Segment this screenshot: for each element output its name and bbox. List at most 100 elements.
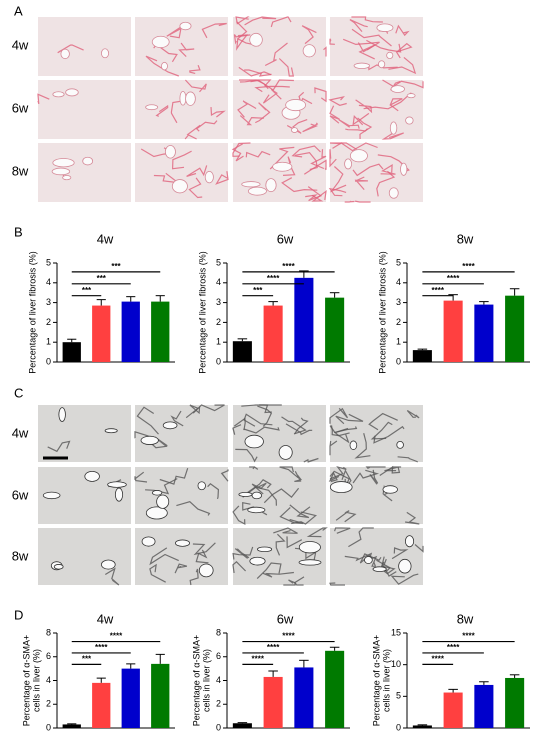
fibrosis-septum xyxy=(395,24,410,37)
fibrosis-septum xyxy=(264,42,288,67)
fibrosis-septum xyxy=(232,505,246,526)
fibrosis-septum xyxy=(333,427,350,444)
y-tick-label: 2 xyxy=(216,317,221,327)
fibrosis-septum xyxy=(259,404,272,414)
vessel xyxy=(249,556,266,566)
fibrosis-septum xyxy=(281,416,307,435)
y-tick-label: 5 xyxy=(216,257,221,267)
fibrosis-septum xyxy=(406,409,420,419)
fibrosis-septum xyxy=(314,87,327,103)
significance-label: **** xyxy=(432,654,445,663)
micrograph xyxy=(38,405,131,462)
fibrosis-septum xyxy=(279,466,299,479)
fibrosis-septum xyxy=(330,425,350,437)
vessel xyxy=(376,23,394,32)
fibrosis-septum xyxy=(395,42,413,59)
y-tick-label: 2 xyxy=(216,699,221,709)
fibrosis-septum xyxy=(382,558,397,577)
y-axis-label: Percentage of liver fibrosis (%) xyxy=(377,251,387,374)
vessel xyxy=(197,481,206,491)
y-tick-label: 4 xyxy=(216,675,221,685)
bar xyxy=(232,341,252,362)
significance-label: *** xyxy=(253,286,263,295)
vessel xyxy=(145,506,168,520)
vessel xyxy=(298,559,322,566)
y-tick-label: 0 xyxy=(46,356,51,366)
vessel xyxy=(151,490,163,496)
fibrosis-septum xyxy=(357,42,376,60)
vessel xyxy=(185,91,196,106)
y-tick-label: 15 xyxy=(391,627,401,637)
y-axis-label: Percentage of liver fibrosis (%) xyxy=(27,251,37,374)
vessel xyxy=(84,470,100,482)
fibrosis-septum xyxy=(302,122,319,133)
bar xyxy=(263,676,283,728)
y-axis-label: cells in liver (%) xyxy=(201,649,211,712)
y-tick-label: 2 xyxy=(46,699,51,709)
fibrosis-septum xyxy=(153,172,181,184)
bar xyxy=(294,277,314,362)
fibrosis-septum xyxy=(146,436,168,449)
micrograph xyxy=(330,17,423,76)
fibrosis-septum xyxy=(363,92,412,110)
vessel xyxy=(396,440,404,449)
y-tick-label: 1 xyxy=(216,337,221,347)
fibrosis-septum xyxy=(348,527,374,548)
fibrosis-septum xyxy=(184,124,201,140)
fibrosis-septum xyxy=(352,163,384,177)
fibrosis-septum xyxy=(382,79,401,91)
chart-title: 8w xyxy=(457,231,474,246)
fibrosis-septum xyxy=(329,440,338,456)
vessel xyxy=(244,434,264,449)
micrograph xyxy=(38,143,131,202)
fibrosis-septum xyxy=(263,487,300,504)
panel-label: D xyxy=(14,607,23,622)
bar xyxy=(325,297,345,362)
vessel xyxy=(285,99,307,112)
significance-label: **** xyxy=(267,643,280,652)
vessel xyxy=(388,187,399,199)
vessel xyxy=(302,44,316,58)
y-tick-label: 1 xyxy=(396,337,401,347)
fibrosis-septum xyxy=(215,171,229,185)
fibrosis-septum xyxy=(344,552,373,562)
bar xyxy=(474,684,494,728)
fibrosis-septum xyxy=(254,85,290,93)
panel-label: C xyxy=(14,385,23,400)
vessel xyxy=(247,506,266,514)
y-axis-label: cells in liver (%) xyxy=(381,649,391,712)
fibrosis-septum xyxy=(244,16,277,26)
fibrosis-septum xyxy=(310,149,327,170)
y-tick-label: 4 xyxy=(216,277,221,287)
fibrosis-septum xyxy=(335,510,357,523)
vessel xyxy=(400,162,408,176)
significance-label: *** xyxy=(82,286,92,295)
fibrosis-septum xyxy=(270,16,292,28)
vessel xyxy=(249,32,263,47)
vessel xyxy=(238,491,253,497)
fibrosis-septum xyxy=(262,89,282,104)
y-tick-label: 0 xyxy=(216,722,221,732)
fibrosis-septum xyxy=(351,16,383,23)
y-tick-label: 1 xyxy=(46,337,51,347)
fibrosis-septum xyxy=(235,448,258,463)
vessel xyxy=(51,167,71,176)
fibrosis-septum xyxy=(278,58,295,77)
bar xyxy=(505,677,525,728)
vessel xyxy=(141,536,156,547)
vessel xyxy=(257,546,273,553)
bar xyxy=(62,724,81,728)
significance-label: **** xyxy=(447,274,460,283)
fibrosis-septum xyxy=(251,482,267,495)
significance-label: **** xyxy=(447,643,460,652)
micrograph xyxy=(233,528,326,585)
fibrosis-septum xyxy=(170,410,184,427)
panel-label: A xyxy=(14,3,23,18)
vessel xyxy=(386,51,394,60)
vessel xyxy=(62,175,72,181)
y-axis-label: cells in liver (%) xyxy=(31,649,41,712)
y-tick-label: 4 xyxy=(396,277,401,287)
vessel xyxy=(162,421,178,430)
fibrosis-septum xyxy=(145,55,180,77)
fibrosis-septum xyxy=(355,99,373,114)
